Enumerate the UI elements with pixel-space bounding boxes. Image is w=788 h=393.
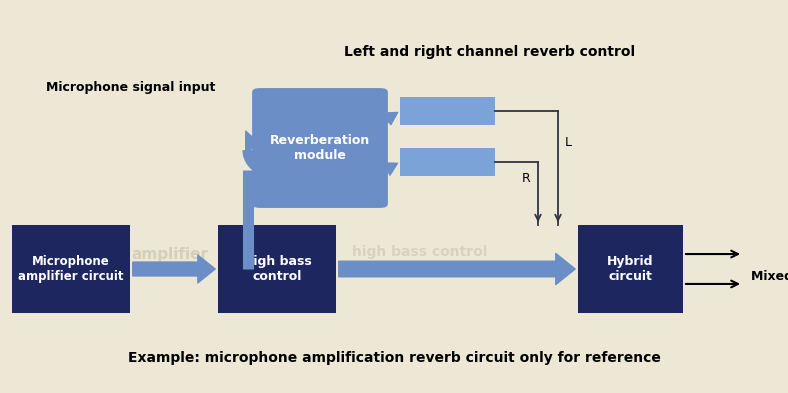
- Bar: [400, 148, 495, 176]
- Text: Example: microphone amplification reverb circuit only for reference: Example: microphone amplification reverb…: [128, 351, 660, 365]
- Bar: [12, 225, 130, 313]
- FancyBboxPatch shape: [252, 88, 388, 208]
- Text: Reverberation
module: Reverberation module: [269, 134, 370, 162]
- Text: R: R: [522, 172, 531, 185]
- Text: Left and right channel reverb control: Left and right channel reverb control: [344, 45, 636, 59]
- Text: Microphone
amplifier circuit: Microphone amplifier circuit: [18, 255, 124, 283]
- Bar: [578, 225, 683, 313]
- Text: Microphone signal input: Microphone signal input: [46, 81, 215, 94]
- Bar: [400, 97, 495, 125]
- Text: L: L: [565, 136, 572, 149]
- Text: amplifier: amplifier: [132, 248, 209, 263]
- Text: Mixed output: Mixed output: [751, 270, 788, 283]
- Text: High bass
control: High bass control: [243, 255, 311, 283]
- Text: Hybrid
circuit: Hybrid circuit: [608, 255, 654, 283]
- Bar: [218, 225, 336, 313]
- Text: high bass control: high bass control: [352, 245, 488, 259]
